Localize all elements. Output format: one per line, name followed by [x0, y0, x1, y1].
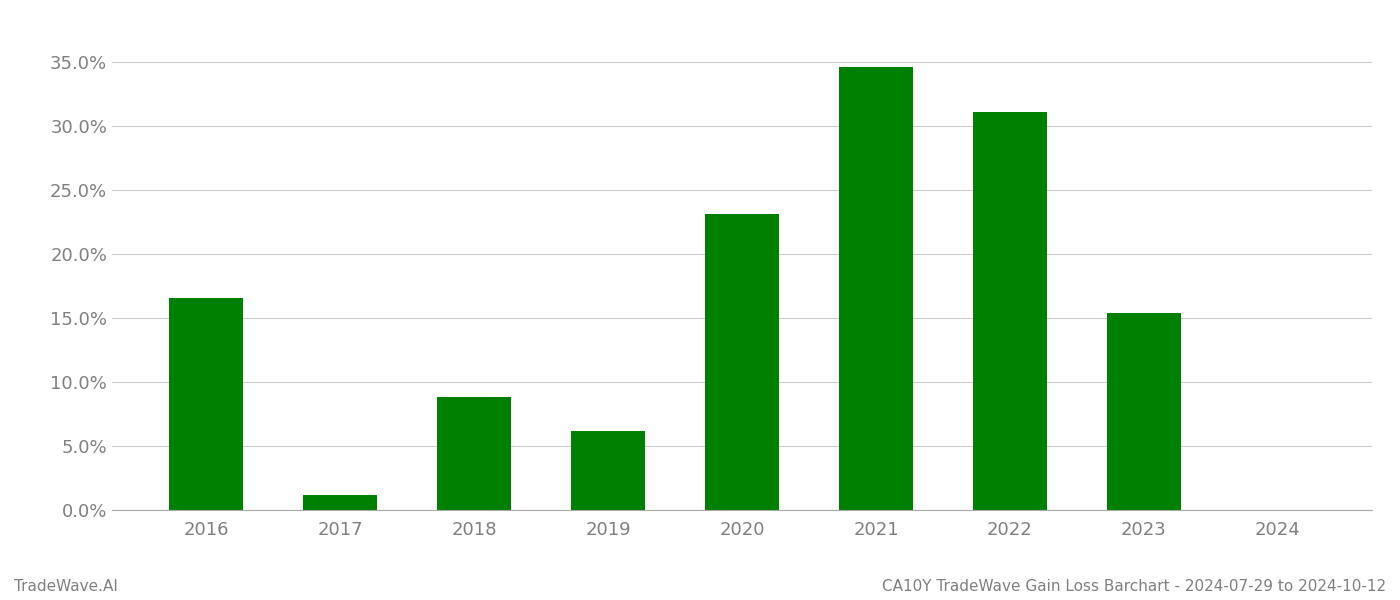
Text: TradeWave.AI: TradeWave.AI: [14, 579, 118, 594]
Bar: [571, 431, 645, 510]
Bar: [973, 112, 1047, 510]
Bar: [706, 214, 778, 510]
Bar: [437, 397, 511, 510]
Bar: [304, 494, 377, 510]
Bar: [169, 298, 244, 510]
Bar: [839, 67, 913, 510]
Text: CA10Y TradeWave Gain Loss Barchart - 2024-07-29 to 2024-10-12: CA10Y TradeWave Gain Loss Barchart - 202…: [882, 579, 1386, 594]
Bar: [1107, 313, 1180, 510]
